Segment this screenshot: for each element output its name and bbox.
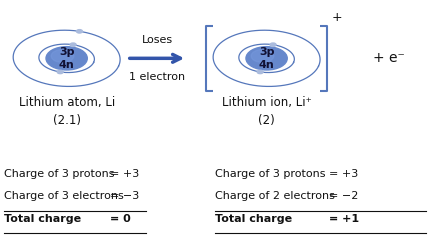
Text: 3p
4n: 3p 4n xyxy=(259,47,274,69)
Text: 3p
4n: 3p 4n xyxy=(59,47,74,69)
Text: = +3: = +3 xyxy=(110,169,139,179)
Circle shape xyxy=(70,43,76,46)
Text: Charge of 3 electrons: Charge of 3 electrons xyxy=(4,191,124,201)
Circle shape xyxy=(51,50,74,62)
Text: = 0: = 0 xyxy=(110,214,130,224)
Circle shape xyxy=(251,50,274,62)
Text: = +1: = +1 xyxy=(329,214,359,224)
Text: + e⁻: + e⁻ xyxy=(373,51,405,65)
Text: Charge of 2 electrons: Charge of 2 electrons xyxy=(215,191,335,201)
Circle shape xyxy=(46,47,87,70)
Circle shape xyxy=(77,30,83,33)
Text: Charge of 3 protons: Charge of 3 protons xyxy=(215,169,326,179)
Text: +: + xyxy=(332,11,343,24)
Text: Total charge: Total charge xyxy=(215,214,292,224)
Text: Loses: Loses xyxy=(141,35,172,45)
Text: Total charge: Total charge xyxy=(4,214,81,224)
Text: (2): (2) xyxy=(258,114,275,127)
Text: Charge of 3 protons: Charge of 3 protons xyxy=(4,169,115,179)
Circle shape xyxy=(270,43,276,46)
Circle shape xyxy=(57,70,63,74)
Text: Lithium ion, Li⁺: Lithium ion, Li⁺ xyxy=(222,96,311,109)
Text: Lithium atom, Li: Lithium atom, Li xyxy=(18,96,115,109)
Text: = −2: = −2 xyxy=(329,191,358,201)
Circle shape xyxy=(246,47,287,70)
Text: = −3: = −3 xyxy=(110,191,139,201)
Text: 1 electron: 1 electron xyxy=(129,72,185,82)
Text: = +3: = +3 xyxy=(329,169,358,179)
Circle shape xyxy=(257,70,263,74)
Text: (2.1): (2.1) xyxy=(52,114,81,127)
